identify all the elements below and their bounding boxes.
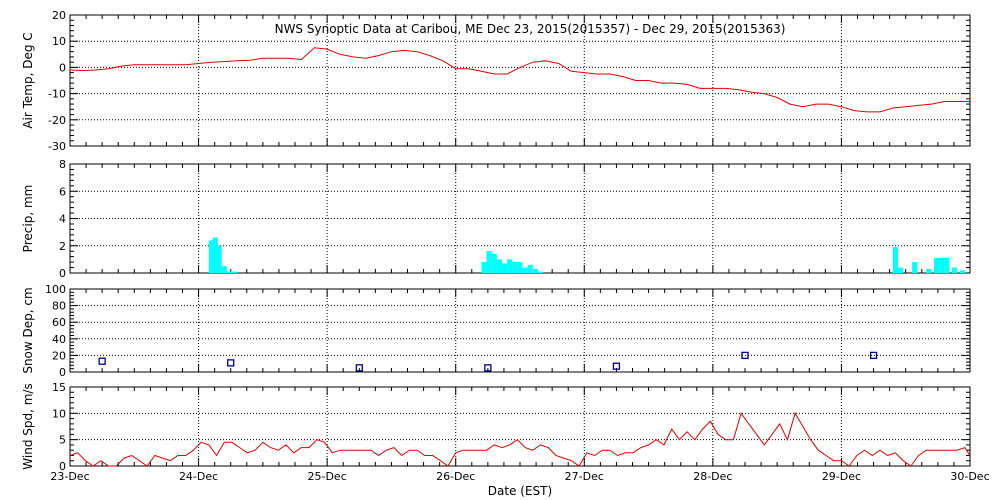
precip-ytick-label: 6 [59, 185, 66, 198]
precip-bar [952, 267, 958, 273]
chart-title: NWS Synoptic Data at Caribou, ME Dec 23,… [275, 22, 786, 36]
snow-depth-point [869, 351, 878, 360]
snow-depth-point [227, 359, 235, 367]
air-temp-ytick-label: 20 [52, 9, 66, 22]
precip-bar [226, 271, 232, 273]
precip-bar [502, 263, 508, 273]
wind-speed-ytick-label: 10 [52, 407, 66, 420]
air-temp-panel: 20 10 0 -10 -20 -30 Air Temp, Deg C [21, 9, 971, 153]
x-tick-label: 25-Dec [308, 470, 347, 483]
precip-bar [898, 267, 904, 273]
precip-bar [216, 245, 222, 273]
precip-bar [486, 251, 492, 273]
precip-bar [212, 237, 218, 273]
precip-ytick-label: 4 [59, 213, 66, 226]
precip-ytick-label: 2 [59, 240, 66, 253]
snow-depth-ytick-label: 100 [45, 283, 66, 296]
precip-bar [934, 258, 940, 273]
precip-ytick-label: 8 [59, 158, 66, 171]
air-temp-line [69, 47, 970, 113]
precip-bar [926, 268, 932, 273]
air-temp-ytick-label: -20 [48, 114, 66, 127]
x-tick-label: 23-Dec [50, 470, 89, 483]
x-axis-label: Date (EST) [488, 484, 552, 498]
precip-bar [532, 268, 538, 273]
precip-bar [912, 262, 918, 273]
wind-speed-line [69, 412, 971, 467]
precip-bar [517, 262, 523, 273]
x-tick-label: 24-Dec [179, 470, 218, 483]
precip-bar [481, 262, 487, 273]
snow-depth-point [741, 351, 749, 360]
x-tick-label: 26-Dec [436, 470, 475, 483]
precip-bar [496, 259, 502, 273]
precip-panel: 8 6 4 2 0 Precip, mm [21, 158, 971, 280]
air-temp-ytick-label: -10 [48, 88, 66, 101]
wind-speed-ylabel: Wind Spd, m/s [21, 383, 35, 469]
snow-depth-ytick-label: 40 [52, 333, 66, 346]
precip-bar [527, 264, 533, 273]
precip-bar [522, 267, 528, 273]
snow-depth-point [98, 357, 106, 365]
precip-bar [959, 270, 965, 273]
air-temp-ytick-label: -30 [48, 140, 66, 153]
snow-depth-point [484, 364, 492, 372]
air-temp-ylabel: Air Temp, Deg C [21, 32, 35, 128]
precip-bar [232, 271, 238, 273]
wind-speed-ytick-label: 5 [59, 434, 66, 447]
precip-bar [208, 240, 214, 273]
snow-depth-panel: 100 80 60 40 20 0 Snow Dep, cm [21, 283, 971, 379]
wind-speed-ytick-label: 0 [59, 460, 66, 473]
precip-bar [507, 259, 513, 273]
x-tick-label: 27-Dec [565, 470, 604, 483]
precip-bar [512, 262, 518, 273]
snow-depth-point [355, 364, 363, 372]
x-tick-label: 28-Dec [693, 470, 732, 483]
precip-ylabel: Precip, mm [21, 185, 35, 253]
precip-ytick-label: 0 [59, 267, 66, 280]
precip-bar [491, 253, 497, 273]
precip-bar [221, 266, 227, 273]
snow-depth-ytick-label: 0 [59, 366, 66, 379]
precip-bar [939, 258, 945, 273]
x-tick-label: 29-Dec [822, 470, 861, 483]
precip-bar [892, 247, 898, 273]
wind-speed-frame [69, 386, 971, 467]
snow-depth-frame [69, 288, 971, 373]
wind-speed-panel: 15 10 5 0 Wind Spd, m/s 23-Dec 24-Dec 25-Dec 26-… [21, 381, 990, 483]
air-temp-ytick-label: 10 [52, 35, 66, 48]
snow-depth-ytick-label: 80 [52, 300, 66, 313]
precip-bar [944, 258, 950, 273]
x-tick-label: 30-Dec [950, 470, 989, 483]
snow-depth-ytick-label: 20 [52, 349, 66, 362]
snow-depth-ytick-label: 60 [52, 316, 66, 329]
wind-speed-ytick-label: 15 [52, 381, 66, 394]
air-temp-ytick-label: 0 [59, 61, 66, 74]
snow-depth-point [612, 362, 621, 370]
snow-depth-ylabel: Snow Dep, cm [21, 287, 35, 373]
precip-bar [538, 271, 544, 273]
